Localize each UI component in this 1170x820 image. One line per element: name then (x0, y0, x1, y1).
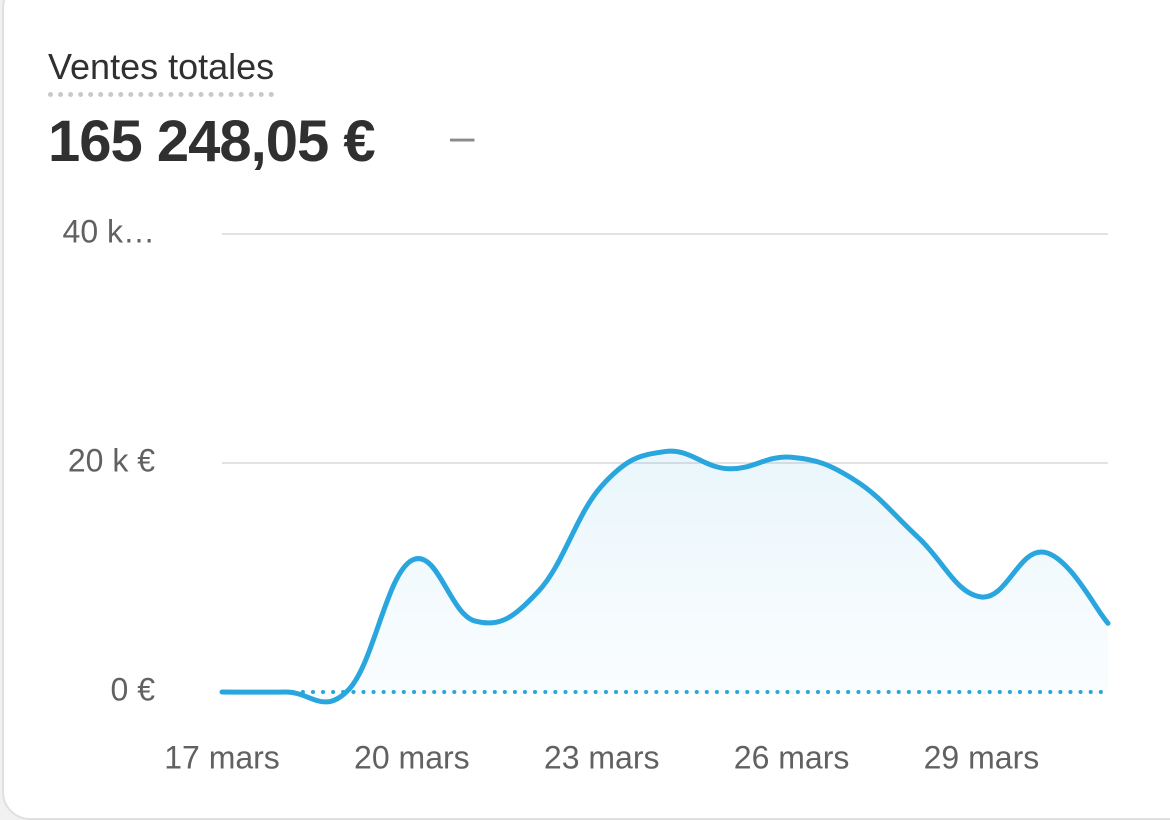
x-tick-label: 23 mars (544, 739, 660, 775)
x-tick-label: 20 mars (354, 739, 470, 775)
total-value: 165 248,05 € (48, 109, 376, 174)
x-tick-label: 17 mars (164, 739, 280, 775)
y-tick-label: 40 k… (63, 213, 155, 249)
x-tick-label: 26 mars (734, 739, 850, 775)
area (222, 451, 1108, 702)
change: – (450, 112, 475, 161)
y-tick-label: 20 k € (68, 442, 155, 478)
card-title[interactable]: Ventes totales (48, 46, 275, 97)
y-tick-label: 0 € (111, 671, 156, 707)
x-tick-label: 29 mars (924, 739, 1040, 775)
chart: 0 € 20 k € 40 k… 17 mars 20 mars 23 mars 26 ma… (63, 213, 1111, 775)
line (219, 448, 1111, 705)
